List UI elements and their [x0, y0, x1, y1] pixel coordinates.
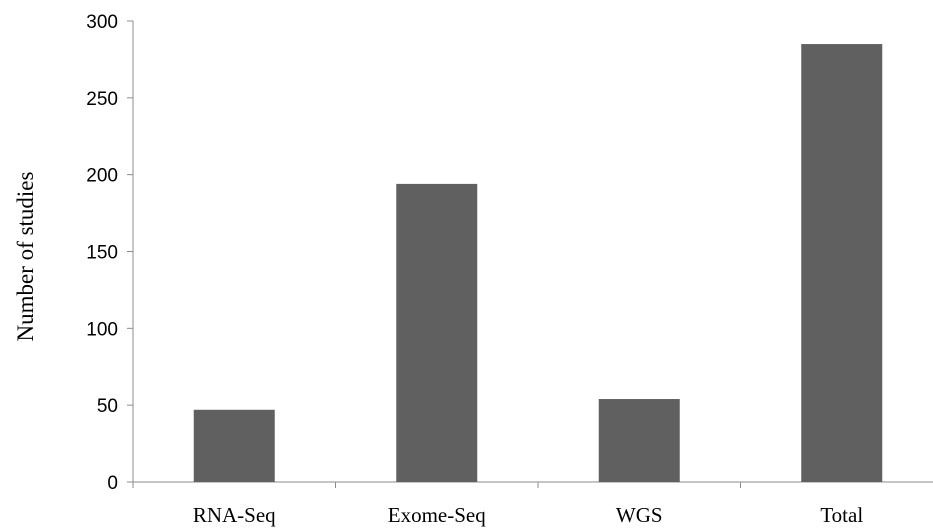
y-tick-label: 150 — [86, 243, 118, 264]
y-axis — [127, 20, 134, 483]
y-tick-label: 300 — [86, 12, 118, 33]
bar-exome-seq — [396, 183, 478, 483]
bar-rna-seq — [193, 409, 275, 482]
x-category-label: Total — [820, 503, 863, 527]
bars — [193, 44, 883, 483]
y-tick-label: 50 — [97, 396, 118, 417]
y-tick-label: 250 — [86, 89, 118, 110]
x-axis — [132, 481, 933, 488]
bar-total — [801, 44, 883, 483]
category-labels: RNA-Seq Exome-Seq WGS Total — [193, 503, 864, 527]
y-axis-title: Number of studies — [13, 171, 38, 341]
bar-wgs — [598, 399, 680, 482]
y-tick-label: 200 — [86, 166, 118, 187]
x-category-label: RNA-Seq — [193, 503, 276, 527]
x-category-label: Exome-Seq — [388, 503, 486, 527]
x-category-label: WGS — [616, 503, 663, 527]
y-tick-label: 100 — [86, 319, 118, 340]
y-tick-labels: 0 50 100 150 200 250 300 — [86, 12, 118, 494]
y-tick-label: 0 — [107, 473, 118, 494]
